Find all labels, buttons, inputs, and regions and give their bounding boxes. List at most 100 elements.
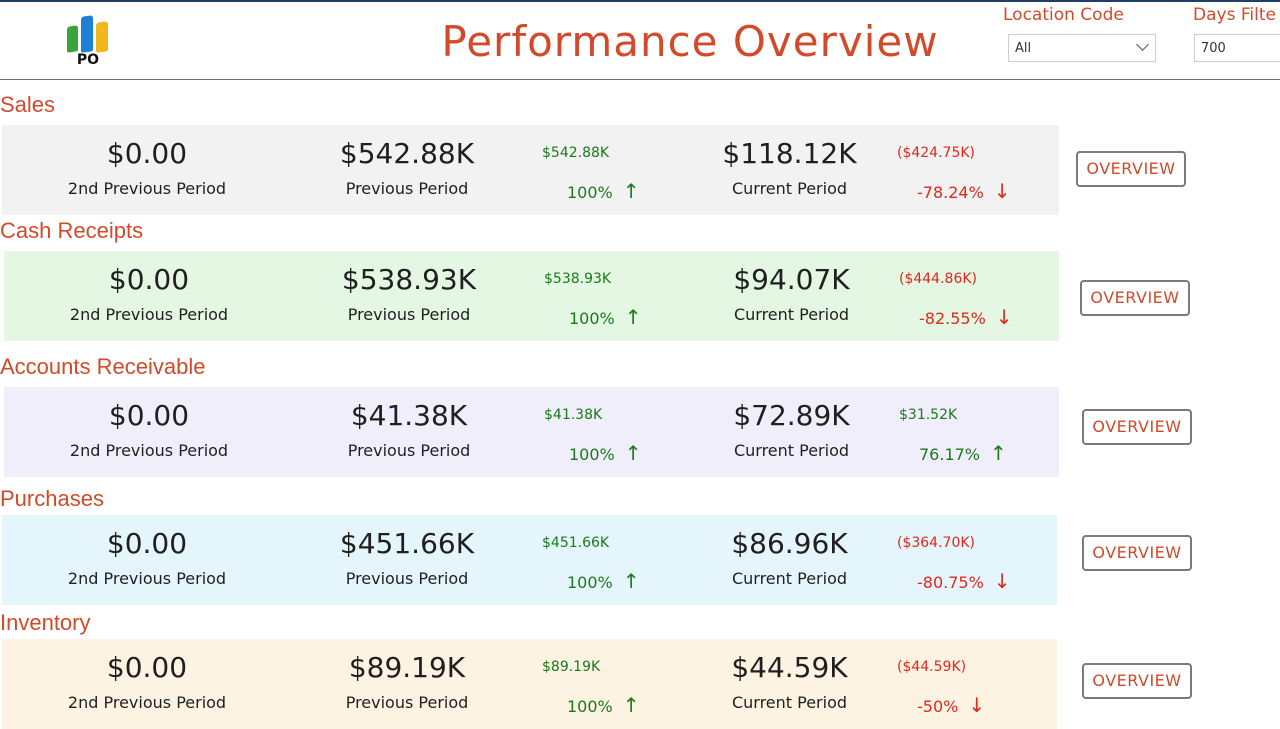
metric-value: $538.93K bbox=[341, 263, 477, 296]
change-percent-value: 100% bbox=[567, 697, 613, 716]
current-change-percent: 76.17% ↑ bbox=[919, 443, 1039, 465]
overview-button[interactable]: OVERVIEW bbox=[1082, 409, 1192, 445]
metric-caption: 2nd Previous Period bbox=[69, 441, 229, 460]
metric-caption: 2nd Previous Period bbox=[69, 305, 229, 324]
arrow-up-icon: ↑ bbox=[624, 305, 642, 329]
kpi-band: $0.00 2nd Previous Period $41.38K Previo… bbox=[4, 387, 1059, 477]
current-change-percent: -50% ↓ bbox=[917, 695, 1037, 717]
location-code-select[interactable]: All bbox=[1008, 34, 1156, 62]
current-change-amount: ($444.86K) bbox=[899, 271, 977, 287]
metric-value: $451.66K bbox=[339, 527, 475, 560]
arrow-down-icon: ↓ bbox=[993, 569, 1011, 593]
section-title: Cash Receipts bbox=[0, 218, 144, 243]
days-filter-value: 700 bbox=[1201, 41, 1226, 56]
metric-value: $86.96K bbox=[731, 527, 848, 560]
change-percent-value: -78.24% bbox=[917, 183, 984, 202]
overview-button[interactable]: OVERVIEW bbox=[1082, 535, 1192, 571]
metric-caption: Current Period bbox=[731, 693, 848, 712]
section-title: Accounts Receivable bbox=[0, 354, 206, 379]
kpi-band: $0.00 2nd Previous Period $451.66K Previ… bbox=[2, 515, 1057, 605]
previous-change-amount: $41.38K bbox=[544, 407, 603, 423]
logo-text: PO bbox=[76, 52, 100, 68]
arrow-up-icon: ↑ bbox=[990, 441, 1007, 465]
overview-button[interactable]: OVERVIEW bbox=[1080, 280, 1190, 316]
days-filter-label: Days Filte bbox=[1193, 5, 1276, 25]
metric-value: $0.00 bbox=[108, 399, 190, 432]
metric-caption: Previous Period bbox=[345, 179, 469, 198]
metric-caption: 2nd Previous Period bbox=[67, 693, 227, 712]
days-filter: Days Filte bbox=[1193, 4, 1280, 26]
logo-bar-blue bbox=[81, 15, 93, 53]
location-code-filter: Location Code bbox=[1003, 4, 1163, 26]
chevron-down-icon bbox=[1136, 38, 1149, 51]
metric-caption: Current Period bbox=[731, 179, 848, 198]
previous-change-amount: $89.19K bbox=[542, 659, 601, 675]
change-percent-value: -82.55% bbox=[919, 309, 986, 328]
section-title: Inventory bbox=[0, 610, 91, 635]
metric-value: $0.00 bbox=[106, 527, 188, 560]
current-change-amount: ($44.59K) bbox=[897, 659, 967, 675]
metric-caption: Previous Period bbox=[345, 693, 469, 712]
change-percent-value: 76.17% bbox=[919, 445, 981, 464]
metric-caption: Previous Period bbox=[345, 569, 469, 588]
arrow-up-icon: ↑ bbox=[622, 693, 640, 717]
overview-button[interactable]: OVERVIEW bbox=[1082, 663, 1192, 699]
previous-period: $41.38K Previous Period bbox=[304, 399, 514, 461]
second-previous-period: $0.00 2nd Previous Period bbox=[4, 399, 294, 461]
logo-bar-yellow bbox=[96, 21, 108, 53]
change-percent-value: 100% bbox=[567, 573, 613, 592]
current-change-amount: ($424.75K) bbox=[897, 145, 975, 161]
logo-bar-green bbox=[67, 25, 78, 53]
overview-button[interactable]: OVERVIEW bbox=[1076, 151, 1186, 187]
previous-period: $89.19K Previous Period bbox=[302, 651, 512, 713]
previous-change-percent: 100% ↑ bbox=[567, 695, 677, 717]
current-period: $44.59K Current Period bbox=[692, 651, 887, 713]
change-percent-value: 100% bbox=[567, 183, 613, 202]
second-previous-period: $0.00 2nd Previous Period bbox=[4, 263, 294, 325]
header-divider bbox=[0, 79, 1280, 80]
window-top-border bbox=[0, 0, 1280, 2]
metric-value: $89.19K bbox=[348, 651, 466, 684]
change-percent-value: 100% bbox=[569, 309, 615, 328]
second-previous-period: $0.00 2nd Previous Period bbox=[2, 651, 292, 713]
arrow-up-icon: ↑ bbox=[624, 441, 642, 465]
second-previous-period: $0.00 2nd Previous Period bbox=[2, 137, 292, 199]
previous-change-amount: $542.88K bbox=[542, 145, 610, 161]
previous-change-amount: $451.66K bbox=[542, 535, 610, 551]
arrow-up-icon: ↑ bbox=[622, 569, 640, 593]
arrow-down-icon: ↓ bbox=[968, 693, 986, 717]
current-change-percent: -82.55% ↓ bbox=[919, 307, 1039, 329]
previous-change-percent: 100% ↑ bbox=[569, 307, 679, 329]
location-code-value: All bbox=[1015, 41, 1032, 56]
metric-value: $542.88K bbox=[339, 137, 475, 170]
current-change-percent: -78.24% ↓ bbox=[917, 181, 1037, 203]
metric-caption: Current Period bbox=[733, 305, 850, 324]
previous-period: $451.66K Previous Period bbox=[302, 527, 512, 589]
current-period: $72.89K Current Period bbox=[694, 399, 889, 461]
metric-value: $0.00 bbox=[106, 651, 188, 684]
arrow-down-icon: ↓ bbox=[993, 179, 1011, 203]
previous-period: $538.93K Previous Period bbox=[304, 263, 514, 325]
metric-value: $0.00 bbox=[108, 263, 190, 296]
days-filter-input[interactable]: 700 bbox=[1194, 34, 1280, 62]
section-title: Purchases bbox=[0, 486, 104, 511]
metric-value: $41.38K bbox=[350, 399, 468, 432]
metric-value: $0.00 bbox=[106, 137, 188, 170]
previous-period: $542.88K Previous Period bbox=[302, 137, 512, 199]
current-period: $94.07K Current Period bbox=[694, 263, 889, 325]
section-title: Sales bbox=[0, 92, 56, 117]
metric-value: $44.59K bbox=[731, 651, 848, 684]
metric-value: $118.12K bbox=[722, 137, 857, 170]
change-percent-value: -80.75% bbox=[917, 573, 984, 592]
app-logo: PO bbox=[64, 10, 114, 68]
metric-caption: Previous Period bbox=[347, 441, 471, 460]
metric-caption: Current Period bbox=[731, 569, 848, 588]
location-code-label: Location Code bbox=[1003, 5, 1124, 25]
metric-caption: Current Period bbox=[733, 441, 850, 460]
metric-caption: 2nd Previous Period bbox=[67, 179, 227, 198]
arrow-down-icon: ↓ bbox=[995, 305, 1013, 329]
header: PO Performance Overview Location Code Al… bbox=[0, 2, 1280, 79]
previous-change-percent: 100% ↑ bbox=[567, 571, 677, 593]
previous-change-percent: 100% ↑ bbox=[569, 443, 679, 465]
change-percent-value: -50% bbox=[917, 697, 959, 716]
